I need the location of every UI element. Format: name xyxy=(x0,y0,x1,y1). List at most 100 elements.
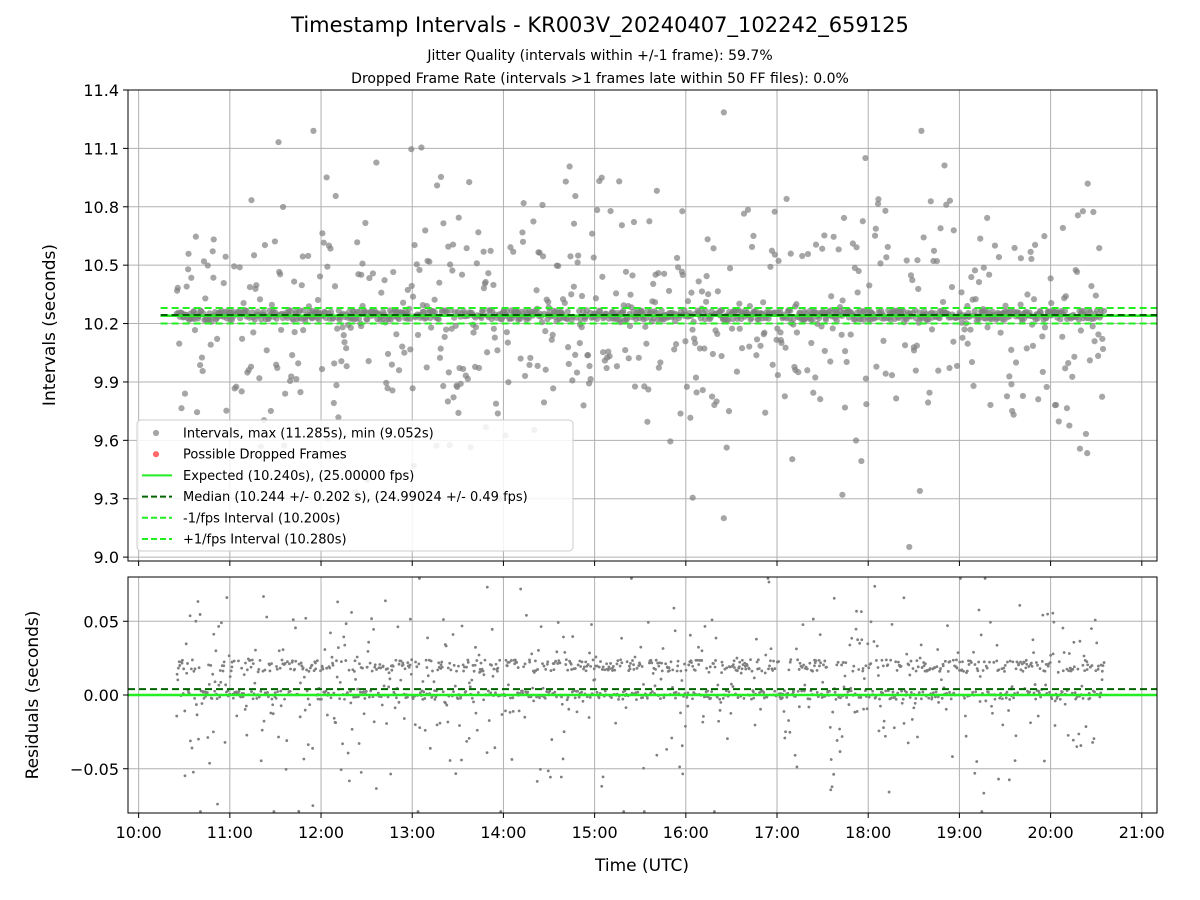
interval-point xyxy=(1002,302,1009,309)
interval-point xyxy=(841,404,849,411)
residual-point xyxy=(269,711,273,715)
residual-point xyxy=(965,669,969,673)
interval-point xyxy=(358,271,365,278)
residual-point xyxy=(749,658,752,662)
residual-point xyxy=(386,695,390,699)
interval-point xyxy=(658,307,665,314)
residual-point xyxy=(716,683,720,687)
residual-point xyxy=(466,660,470,664)
residual-point xyxy=(581,699,585,703)
residual-point xyxy=(423,697,427,700)
residual-point xyxy=(324,689,328,693)
interval-point xyxy=(542,366,549,373)
residual-point xyxy=(632,667,636,671)
interval-point xyxy=(534,362,541,369)
residual-point xyxy=(795,647,798,651)
interval-point xyxy=(882,370,889,377)
interval-point xyxy=(642,323,649,330)
residual-point xyxy=(516,666,520,669)
residual-point xyxy=(363,697,367,700)
interval-point xyxy=(1059,224,1067,232)
residual-point xyxy=(357,742,361,745)
residual-point xyxy=(565,698,569,702)
residual-point xyxy=(311,804,315,808)
interval-point xyxy=(503,329,510,336)
interval-point xyxy=(491,334,498,341)
residual-point xyxy=(554,659,557,663)
residual-point xyxy=(319,697,323,701)
residual-point xyxy=(494,691,497,695)
interval-point xyxy=(399,343,406,350)
residual-point xyxy=(446,720,450,724)
residual-point xyxy=(584,669,588,673)
residual-point xyxy=(1024,666,1028,670)
interval-point xyxy=(710,245,717,252)
interval-point xyxy=(407,346,414,353)
residual-point xyxy=(454,772,458,776)
y-tick-label: 0.05 xyxy=(83,612,119,631)
residual-point xyxy=(1077,732,1081,736)
bottom-reference-lines xyxy=(128,688,1157,697)
interval-point xyxy=(404,286,411,294)
x-tick-label: 11:00 xyxy=(207,823,253,842)
residual-point xyxy=(660,661,664,665)
residual-point xyxy=(982,791,986,795)
residual-point xyxy=(531,686,535,690)
interval-point xyxy=(369,270,377,277)
residual-point xyxy=(990,704,993,708)
interval-point xyxy=(740,210,748,217)
interval-point xyxy=(384,350,392,358)
residual-point xyxy=(1053,699,1057,703)
residual-point xyxy=(1013,759,1017,762)
legend-box xyxy=(136,419,574,552)
residual-point xyxy=(635,666,639,670)
residual-point xyxy=(385,722,388,725)
residual-point xyxy=(235,714,239,718)
residual-point xyxy=(471,664,475,667)
interval-point xyxy=(708,393,716,400)
residual-point xyxy=(274,697,278,700)
residual-point xyxy=(538,767,542,771)
residual-point xyxy=(307,669,311,673)
interval-point xyxy=(907,272,915,279)
residual-point xyxy=(250,690,253,693)
interval-point xyxy=(562,178,569,185)
bottom-ticks: 10:00 11:00 12:00 13:00 14:00 15:00 16:00 17:00… xyxy=(70,612,1165,842)
interval-point xyxy=(256,296,264,303)
residual-point xyxy=(757,667,761,670)
interval-point xyxy=(910,347,918,354)
residual-point xyxy=(573,696,577,700)
residual-point xyxy=(740,658,744,662)
interval-point xyxy=(267,407,274,415)
interval-point xyxy=(882,207,889,214)
interval-point xyxy=(799,252,806,260)
residual-point xyxy=(1018,603,1022,607)
interval-point xyxy=(1041,324,1049,331)
residual-point xyxy=(510,758,514,761)
interval-point xyxy=(210,274,217,281)
residual-point xyxy=(242,673,246,677)
residual-point xyxy=(566,668,570,672)
residual-point xyxy=(509,696,512,700)
residual-point xyxy=(808,661,812,665)
residual-point xyxy=(630,577,633,580)
residual-point xyxy=(835,739,839,742)
interval-point xyxy=(783,195,790,203)
residual-point xyxy=(839,696,842,700)
interval-point xyxy=(915,285,922,293)
residual-point xyxy=(500,713,504,716)
residual-point xyxy=(840,663,844,667)
interval-point-notable xyxy=(906,543,913,551)
interval-point xyxy=(603,364,610,372)
residual-point xyxy=(753,723,757,727)
interval-point xyxy=(287,307,294,314)
interval-point xyxy=(204,262,211,269)
interval-point xyxy=(771,251,778,258)
interval-point xyxy=(202,295,209,302)
interval-point xyxy=(1047,275,1054,282)
top-reference-lines xyxy=(160,306,1157,325)
residual-point xyxy=(884,658,888,662)
interval-point xyxy=(775,257,782,264)
residual-point xyxy=(569,662,573,666)
residual-point xyxy=(338,680,342,684)
